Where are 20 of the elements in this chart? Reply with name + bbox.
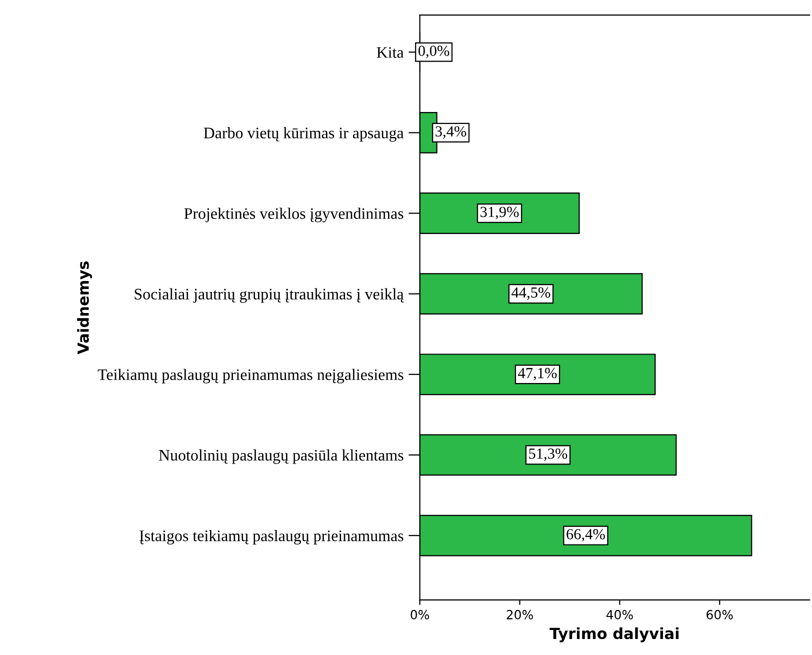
x-tick-label: 60% <box>706 610 733 620</box>
y-tick-label: Teikiamų paslaugų prieinamumas neįgaliesiems <box>98 368 404 384</box>
data-label: 3,4% <box>436 126 466 139</box>
x-tick-label: 20% <box>506 610 533 620</box>
y-tick-label: Projektinės veiklos įgyvendinimas <box>184 208 404 222</box>
x-axis-title: Tyrimo dalyviai <box>550 627 679 642</box>
y-tick-label: Darbo vietų kūrimas ir apsauga <box>204 127 404 142</box>
data-label: 44,5% <box>512 287 550 300</box>
data-label: 51,3% <box>529 448 568 461</box>
x-tick-label: 0% <box>410 610 430 620</box>
y-tick-label: Kita <box>376 47 404 58</box>
data-label: 31,9% <box>480 206 519 220</box>
data-label: 66,4% <box>566 529 605 542</box>
y-tick-label: Socialiai jautrių grupių įtraukimas į veiklą <box>134 288 404 303</box>
y-tick-label: Įstaigos teikiamų paslaugų prieinamumas <box>140 530 404 545</box>
data-label: 47,1% <box>518 368 557 380</box>
data-label: 0,0% <box>418 46 450 58</box>
y-axis-title: Vaidnemys <box>77 261 92 354</box>
x-tick-label: 40% <box>606 610 633 620</box>
y-tick-label: Nuotolinių paslaugų pasiūla klientams <box>158 449 404 464</box>
